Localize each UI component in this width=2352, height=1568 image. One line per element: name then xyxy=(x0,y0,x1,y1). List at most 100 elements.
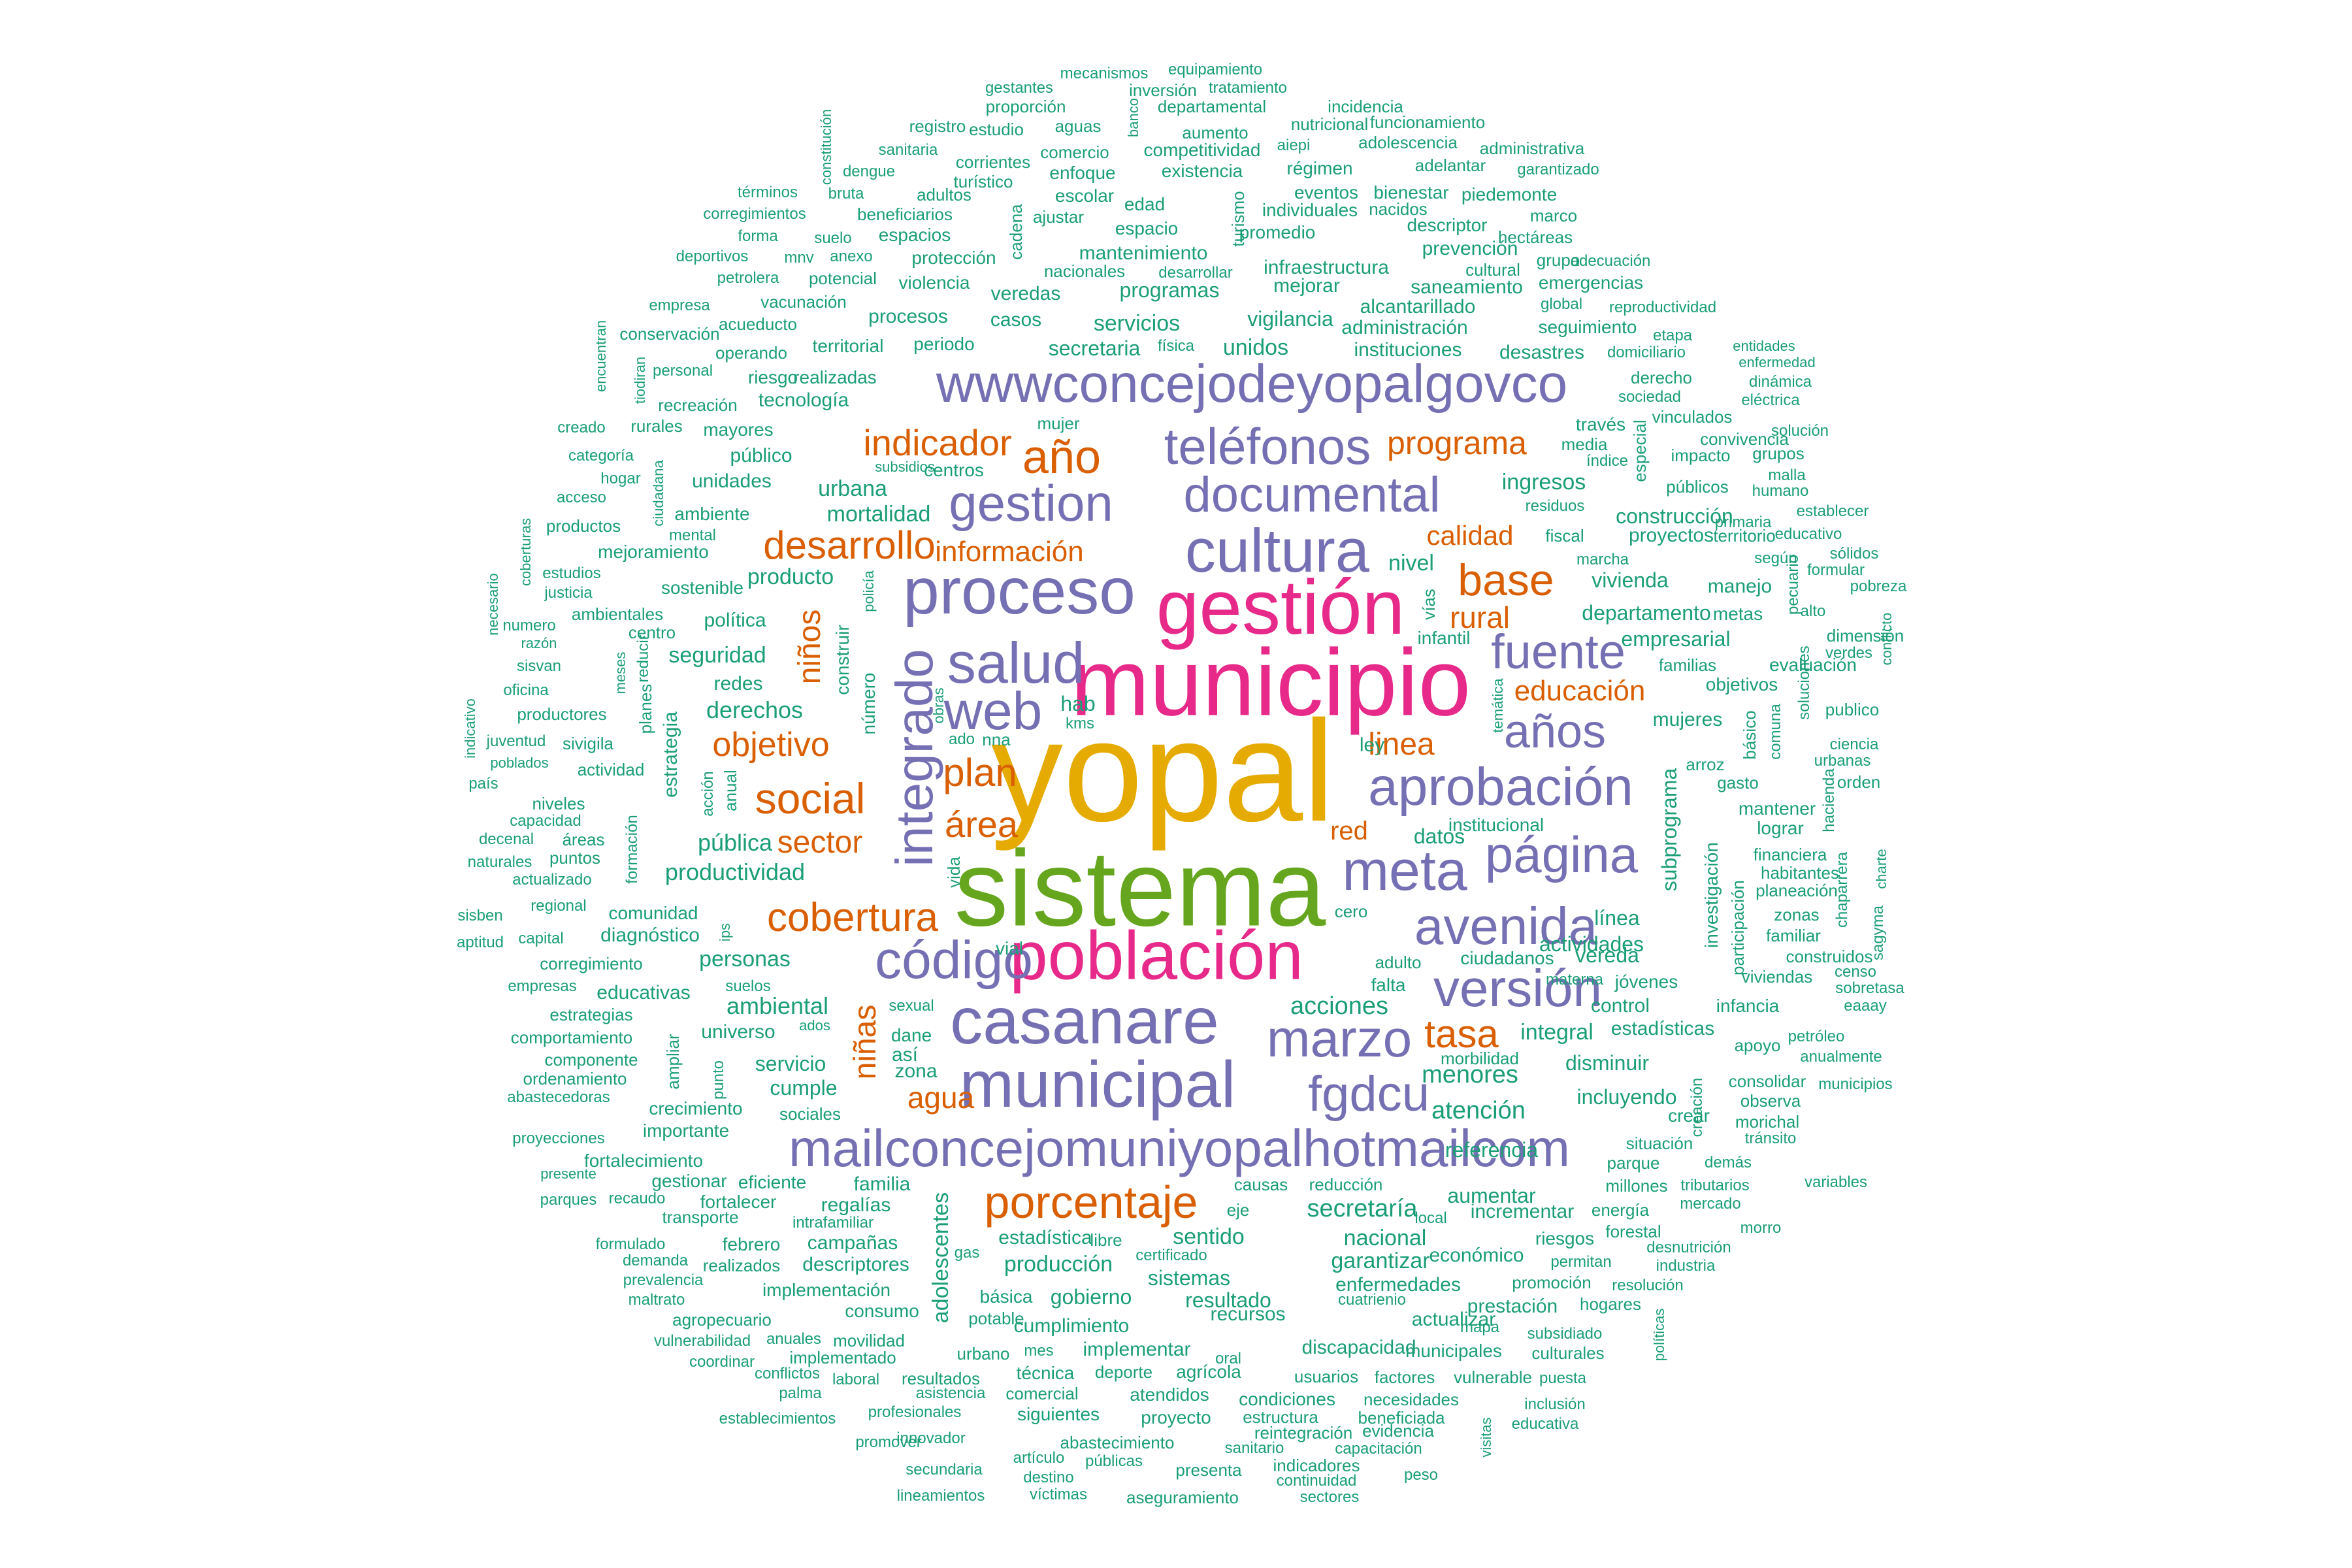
word-secundaria: secundaria xyxy=(906,1461,983,1478)
word-asi: así xyxy=(891,1044,919,1066)
word-gestantes: gestantes xyxy=(985,79,1054,97)
word-enfoque: enfoque xyxy=(1049,163,1116,183)
word-descriptor: descriptor xyxy=(1407,215,1488,235)
word-equipamiento: equipamiento xyxy=(1168,61,1263,78)
word-local: local xyxy=(1414,1209,1447,1227)
word-promocion: promoción xyxy=(1512,1273,1592,1292)
word-vinculados: vinculados xyxy=(1652,407,1733,427)
word-redes: redes xyxy=(713,673,763,694)
word-prevencion: prevención xyxy=(1422,238,1518,259)
word-hab: hab xyxy=(1060,692,1096,715)
word-jovenes: jóvenes xyxy=(1614,972,1678,992)
word-aseguramiento: aseguramiento xyxy=(1126,1488,1239,1507)
word-version: versión xyxy=(1433,959,1602,1017)
word-gestionar: gestionar xyxy=(651,1171,727,1191)
word-construccion: construcción xyxy=(1616,504,1733,528)
word-construidos: construidos xyxy=(1786,947,1873,966)
word-global: global xyxy=(1540,295,1583,313)
word-municipales: municipales xyxy=(1405,1341,1502,1361)
word-urbanas: urbanas xyxy=(1814,752,1871,770)
word-millones: millones xyxy=(1605,1176,1668,1196)
word-febrero: febrero xyxy=(722,1234,781,1254)
word-conflictos: conflictos xyxy=(754,1365,821,1382)
word-documental: documental xyxy=(1183,467,1441,523)
word-salud: salud xyxy=(947,630,1085,695)
word-dinamica: dinámica xyxy=(1748,373,1812,391)
word-segun: según xyxy=(1754,549,1797,567)
word-red: red xyxy=(1330,817,1368,845)
word-proporcion: proporción xyxy=(985,97,1066,116)
word-fiscal: fiscal xyxy=(1545,526,1584,546)
word-aguas: aguas xyxy=(1054,116,1102,136)
word-solucion: solución xyxy=(1771,422,1829,440)
word-mortalidad: mortalidad xyxy=(826,502,931,527)
word-tasa: tasa xyxy=(1424,1012,1499,1056)
word-gas: gas xyxy=(954,1244,980,1262)
word-aiepi: aiepi xyxy=(1277,137,1311,154)
word-publicos: públicos xyxy=(1666,477,1729,497)
word-recreacion: recreación xyxy=(658,395,738,415)
word-presente: presente xyxy=(540,1166,596,1182)
word-lograr: lograr xyxy=(1757,818,1804,838)
word-vigilancia: vigilancia xyxy=(1247,307,1333,331)
word-infraestructura: infraestructura xyxy=(1264,257,1389,278)
word-componente: componente xyxy=(544,1050,638,1070)
word-decenal: decenal xyxy=(478,830,534,848)
word-subsidiado: subsidiado xyxy=(1527,1325,1603,1343)
word-fortalecer: fortalecer xyxy=(700,1192,777,1212)
word-adelantar: adelantar xyxy=(1414,155,1486,175)
word-gestion: gestión xyxy=(1156,564,1405,651)
word-familiar: familiar xyxy=(1766,926,1821,945)
word-estrategia: estrategia xyxy=(660,711,681,798)
word-subprograma: subprograma xyxy=(1658,768,1681,892)
word-impacto: impacto xyxy=(1671,446,1731,465)
word-mental: mental xyxy=(668,527,717,544)
word-sentido: sentido xyxy=(1173,1224,1245,1249)
word-registro: registro xyxy=(909,116,966,136)
word-corrientes: corrientes xyxy=(955,152,1031,172)
word-conservacion: conservación xyxy=(619,324,720,344)
word-evaluacion: evaluación xyxy=(1769,655,1857,675)
word-actividades: actividades xyxy=(1539,932,1644,956)
word-hectareas: hectáreas xyxy=(1497,227,1573,247)
word-innovador: innovador xyxy=(896,1429,966,1447)
word-comportamiento: comportamiento xyxy=(510,1028,633,1047)
word-evidencia: evidencia xyxy=(1362,1421,1434,1441)
word-industria: industria xyxy=(1656,1257,1716,1275)
word-suelos: suelos xyxy=(725,977,771,995)
word-publico: publico xyxy=(1825,700,1880,719)
word-comunidad: comunidad xyxy=(608,903,698,923)
word-ciudadana: ciudadana xyxy=(650,460,666,527)
word-entidades: entidades xyxy=(1733,338,1795,354)
word-condiciones: condiciones xyxy=(1239,1389,1335,1409)
word-emergencias: emergencias xyxy=(1538,272,1644,293)
word-materna: materna xyxy=(1545,971,1604,988)
word-nutricional: nutricional xyxy=(1290,114,1369,134)
word-cadena: cadena xyxy=(1006,204,1026,260)
word-existencia: existencia xyxy=(1161,161,1243,181)
word-productividad: productividad xyxy=(664,858,806,885)
word-libre: libre xyxy=(1090,1230,1122,1250)
word-consolidar: consolidar xyxy=(1728,1071,1806,1091)
word-asistencia: asistencia xyxy=(915,1384,986,1402)
word-consumo: consumo xyxy=(845,1301,919,1321)
word-variables: variables xyxy=(1804,1173,1868,1191)
word-ajustar: ajustar xyxy=(1032,207,1085,227)
word-sistemas: sistemas xyxy=(1147,1266,1231,1290)
word-informacion: información xyxy=(935,536,1084,568)
word-ampliar: ampliar xyxy=(663,1034,683,1090)
word-cobertura: cobertura xyxy=(767,895,938,940)
word-accion: acción xyxy=(699,771,717,817)
word-control: control xyxy=(1590,995,1650,1017)
word-infancia: infancia xyxy=(1716,996,1780,1016)
word-incrementar: incrementar xyxy=(1470,1201,1575,1222)
word-vulnerabilidad: vulnerabilidad xyxy=(653,1332,751,1350)
word-yopal: yopal xyxy=(991,691,1335,851)
word-hacienda: hacienda xyxy=(1820,768,1838,832)
word-cultural: cultural xyxy=(1465,260,1520,280)
word-oral: oral xyxy=(1215,1350,1242,1367)
word-telefonos: teléfonos xyxy=(1164,417,1371,475)
word-desarrollar: desarrollar xyxy=(1158,264,1233,282)
word-avenida: avenida xyxy=(1414,897,1598,955)
word-zonas: zonas xyxy=(1774,905,1820,924)
